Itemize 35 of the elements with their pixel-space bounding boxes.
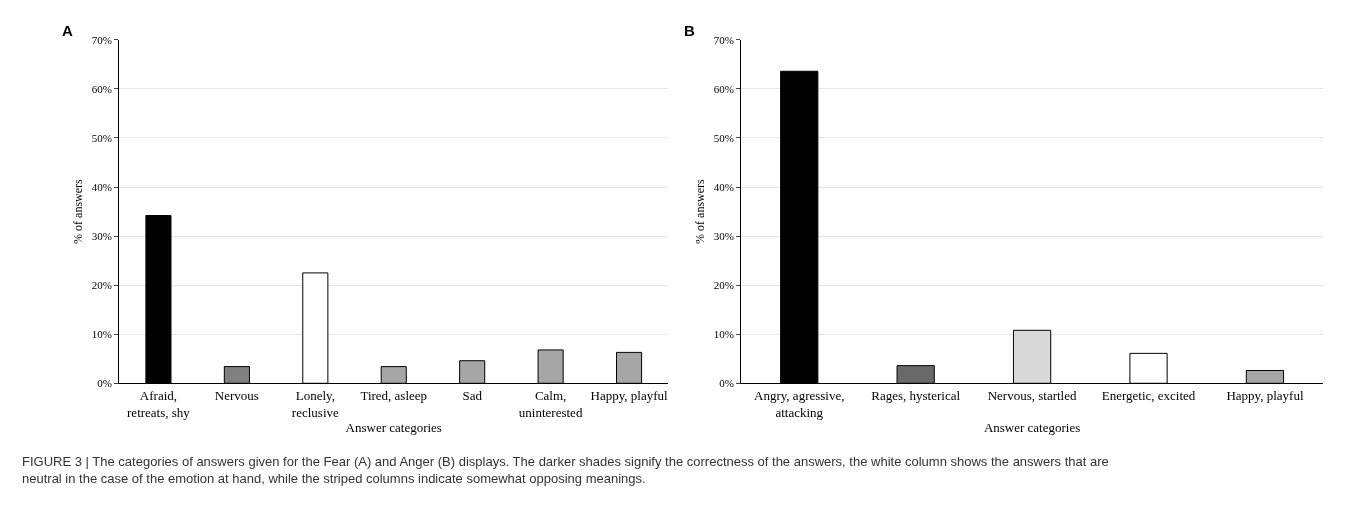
y-tick-label: 20%: [713, 279, 734, 292]
y-axis-title: % of answers: [71, 178, 86, 244]
chart-title: A: [62, 22, 73, 39]
y-tick-label: 50%: [713, 131, 734, 144]
x-tick-label: Rages, hysterical: [871, 387, 961, 403]
x-tick-label: Tired, asleep: [360, 387, 428, 403]
y-tick-label: 60%: [713, 82, 734, 95]
x-axis-title: Answer categories: [345, 420, 442, 436]
y-tick-label: 0%: [97, 377, 113, 390]
chart-title: B: [684, 22, 695, 39]
y-tick-label: 70%: [713, 33, 734, 46]
y-tick-label: 60%: [91, 82, 113, 95]
x-tick-label: Sad: [462, 387, 483, 403]
y-tick-label: 20%: [91, 279, 113, 292]
y-tick-label: 0%: [719, 377, 734, 390]
y-tick-label: 10%: [91, 328, 113, 341]
x-tick-label: Happy, playful: [590, 387, 669, 403]
y-tick-label: 70%: [91, 33, 113, 46]
x-axis-title: Answer categories: [983, 420, 1081, 436]
x-tick-label: Nervous, startled: [987, 387, 1077, 403]
y-tick-label: 30%: [91, 229, 113, 242]
x-tick-label: Lonely, reclusive: [291, 387, 340, 420]
caption: FIGURE 3 | The categories of answers given for the Fear (A) and Anger (B) displays. The darker shades signify the correctness of the answers, the white column shows the answers that are neutral in the case of the emotion at hand, while the striped columns indicate somewhat opposing meanings.: [22, 454, 1109, 486]
x-tick-label: Energetic, excited: [1101, 387, 1196, 403]
y-tick-label: 40%: [713, 180, 734, 193]
y-tick-label: 30%: [713, 229, 734, 242]
y-tick-label: 50%: [91, 131, 113, 144]
x-tick-label: Calm, uninterested: [518, 387, 583, 420]
y-axis-title: % of answers: [692, 178, 707, 244]
x-tick-label: Nervous: [214, 387, 259, 403]
y-tick-label: 10%: [713, 328, 734, 341]
x-tick-label: Afraid, retreats, shy: [127, 387, 191, 420]
x-tick-label: Happy, playful: [1226, 387, 1304, 403]
y-tick-label: 40%: [91, 180, 113, 193]
x-tick-label: Angry, agressive, attacking: [753, 387, 845, 420]
